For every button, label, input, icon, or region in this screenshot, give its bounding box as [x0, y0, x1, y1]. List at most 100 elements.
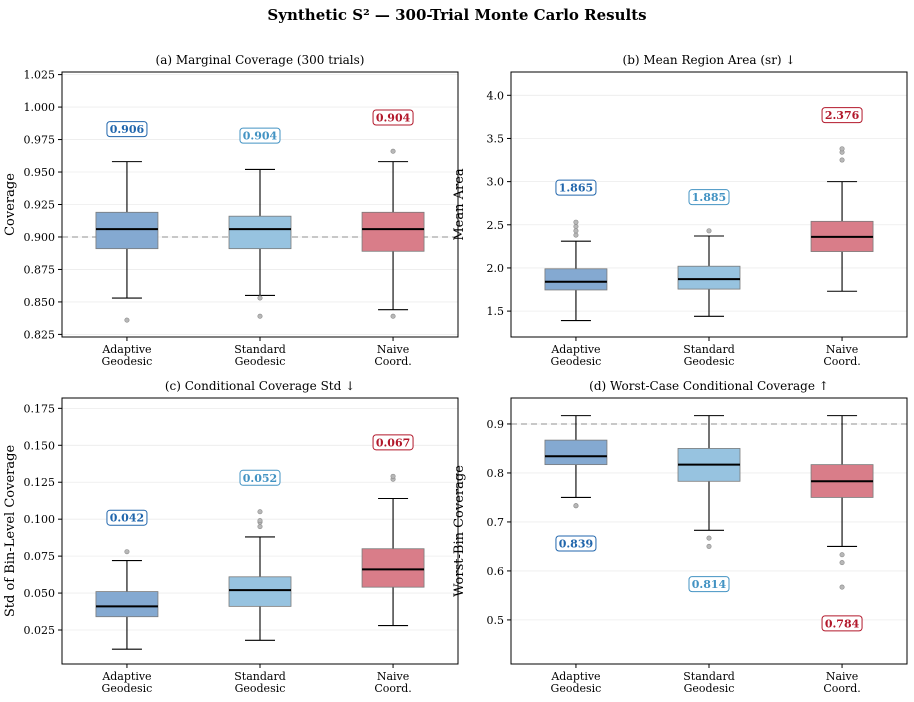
annotation-box — [555, 535, 597, 552]
outlier-point — [257, 524, 263, 530]
y-tick-label: 3.0 — [487, 176, 505, 189]
y-tick-label: 0.5 — [487, 614, 505, 627]
annotation-label: 0.067 — [376, 436, 410, 449]
y-tick-label: 0.8 — [487, 467, 505, 480]
y-tick-label: 0.950 — [24, 166, 56, 179]
outlier-point — [839, 584, 845, 590]
x-tick-label: Naive Coord. — [823, 343, 860, 368]
x-tick-label-line: Coord. — [374, 682, 411, 695]
x-tick-label-line: Coord. — [823, 682, 860, 695]
x-tick-label-line: Geodesic — [551, 682, 602, 695]
y-tick-label: 0.175 — [24, 402, 56, 415]
panel-c: (c) Conditional Coverage Std ↓ 0.025 0.050… — [3, 379, 459, 695]
annotation-label: 0.839 — [559, 537, 593, 550]
box-naive: Naive Coord. 2.376 — [810, 107, 874, 368]
annotation-label: 2.376 — [825, 109, 860, 122]
annotation-box — [821, 107, 863, 124]
outlier-point — [390, 313, 396, 319]
x-tick-label-line: Adaptive — [550, 343, 600, 356]
annotation-label: 0.904 — [243, 130, 278, 143]
x-tick-label: Adaptive Geodesic — [550, 343, 601, 368]
outlier-point — [839, 560, 845, 566]
y-tick-label: 0.125 — [24, 476, 56, 489]
y-tick-label: 0.100 — [24, 513, 56, 526]
outlier-point — [124, 317, 130, 323]
annotation-box — [239, 469, 281, 486]
annotation-box — [688, 189, 730, 206]
box-adaptive: Adaptive Geodesic 0.042 — [95, 509, 159, 695]
x-tick-label-line: Geodesic — [684, 682, 735, 695]
y-tick-label: 0.6 — [487, 565, 505, 578]
y-tick-label: 0.050 — [24, 587, 56, 600]
annotation-label: 0.814 — [692, 578, 727, 591]
annotation-box — [688, 576, 730, 593]
outlier-point — [390, 473, 396, 479]
x-tick-label-line: Naive — [377, 343, 409, 356]
iqr-box — [95, 591, 159, 618]
annotation-label: 0.904 — [376, 111, 411, 124]
iqr-box — [677, 265, 741, 290]
outlier-point — [124, 549, 130, 555]
x-tick-label: Adaptive Geodesic — [550, 670, 601, 695]
annotation-box — [106, 121, 148, 138]
x-tick-label-line: Standard — [683, 343, 735, 356]
annotation-box — [372, 109, 414, 126]
annotation-box — [372, 434, 414, 451]
annotation-box — [239, 127, 281, 144]
panel-b-title: (b) Mean Region Area (sr) ↓ — [623, 53, 796, 67]
x-tick-label-line: Naive — [377, 670, 409, 683]
x-tick-label-line: Adaptive — [101, 670, 151, 683]
y-tick-label: 3.5 — [487, 132, 505, 145]
outlier-point — [257, 295, 263, 301]
iqr-box — [361, 211, 425, 252]
y-tick-label: 0.975 — [24, 134, 56, 147]
y-tick-label: 0.9 — [487, 418, 505, 431]
box-naive: Naive Coord. 0.784 — [810, 415, 874, 695]
outlier-point — [706, 543, 712, 549]
panel-b: (b) Mean Region Area (sr) ↓ 1.5 2.0 2.5 3.0 3… — [452, 53, 908, 368]
y-tick-label: 0.075 — [24, 550, 56, 563]
x-tick-label: Standard Geodesic — [234, 670, 286, 695]
outlier-point — [573, 224, 579, 230]
iqr-box — [544, 268, 608, 291]
y-tick-label: 0.7 — [487, 516, 505, 529]
annotation-box — [555, 179, 597, 196]
y-tick-label: 0.875 — [24, 263, 56, 276]
outlier-point — [706, 228, 712, 234]
x-tick-label: Standard Geodesic — [683, 670, 735, 695]
annotation-label: 0.784 — [825, 617, 860, 630]
iqr-box — [228, 215, 292, 250]
annotation-label: 1.885 — [692, 191, 726, 204]
x-tick-label: Naive Coord. — [374, 670, 411, 695]
x-tick-label-line: Geodesic — [102, 355, 153, 368]
x-tick-label-line: Coord. — [374, 355, 411, 368]
outlier-point — [573, 219, 579, 225]
x-tick-label: Adaptive Geodesic — [101, 343, 152, 368]
annotation-box — [821, 615, 863, 632]
y-tick-label: 0.925 — [24, 199, 56, 212]
panel-b-ylabel: Mean Area — [452, 168, 467, 241]
outlier-point — [839, 157, 845, 163]
x-tick-label-line: Standard — [683, 670, 735, 683]
outlier-point — [257, 509, 263, 515]
iqr-box — [544, 439, 608, 466]
box-naive: Naive Coord. 0.067 — [361, 434, 425, 695]
outlier-point — [573, 228, 579, 234]
x-tick-label-line: Standard — [234, 343, 286, 356]
iqr-box — [361, 548, 425, 588]
box-naive: Naive Coord. 0.904 — [361, 109, 425, 368]
outlier-point — [706, 535, 712, 541]
panel-d-title: (d) Worst-Case Conditional Coverage ↑ — [589, 379, 829, 393]
outlier-point — [257, 313, 263, 319]
y-tick-label: 0.150 — [24, 439, 56, 452]
y-tick-label: 0.025 — [24, 624, 56, 637]
box-standard: Standard Geodesic 0.904 — [228, 127, 292, 368]
x-tick-label-line: Geodesic — [102, 682, 153, 695]
panel-d-ylabel: Worst-Bin Coverage — [452, 465, 467, 597]
y-tick-label: 0.900 — [24, 231, 56, 244]
x-tick-label-line: Naive — [826, 343, 858, 356]
iqr-box — [95, 211, 159, 250]
x-tick-label-line: Adaptive — [101, 343, 151, 356]
